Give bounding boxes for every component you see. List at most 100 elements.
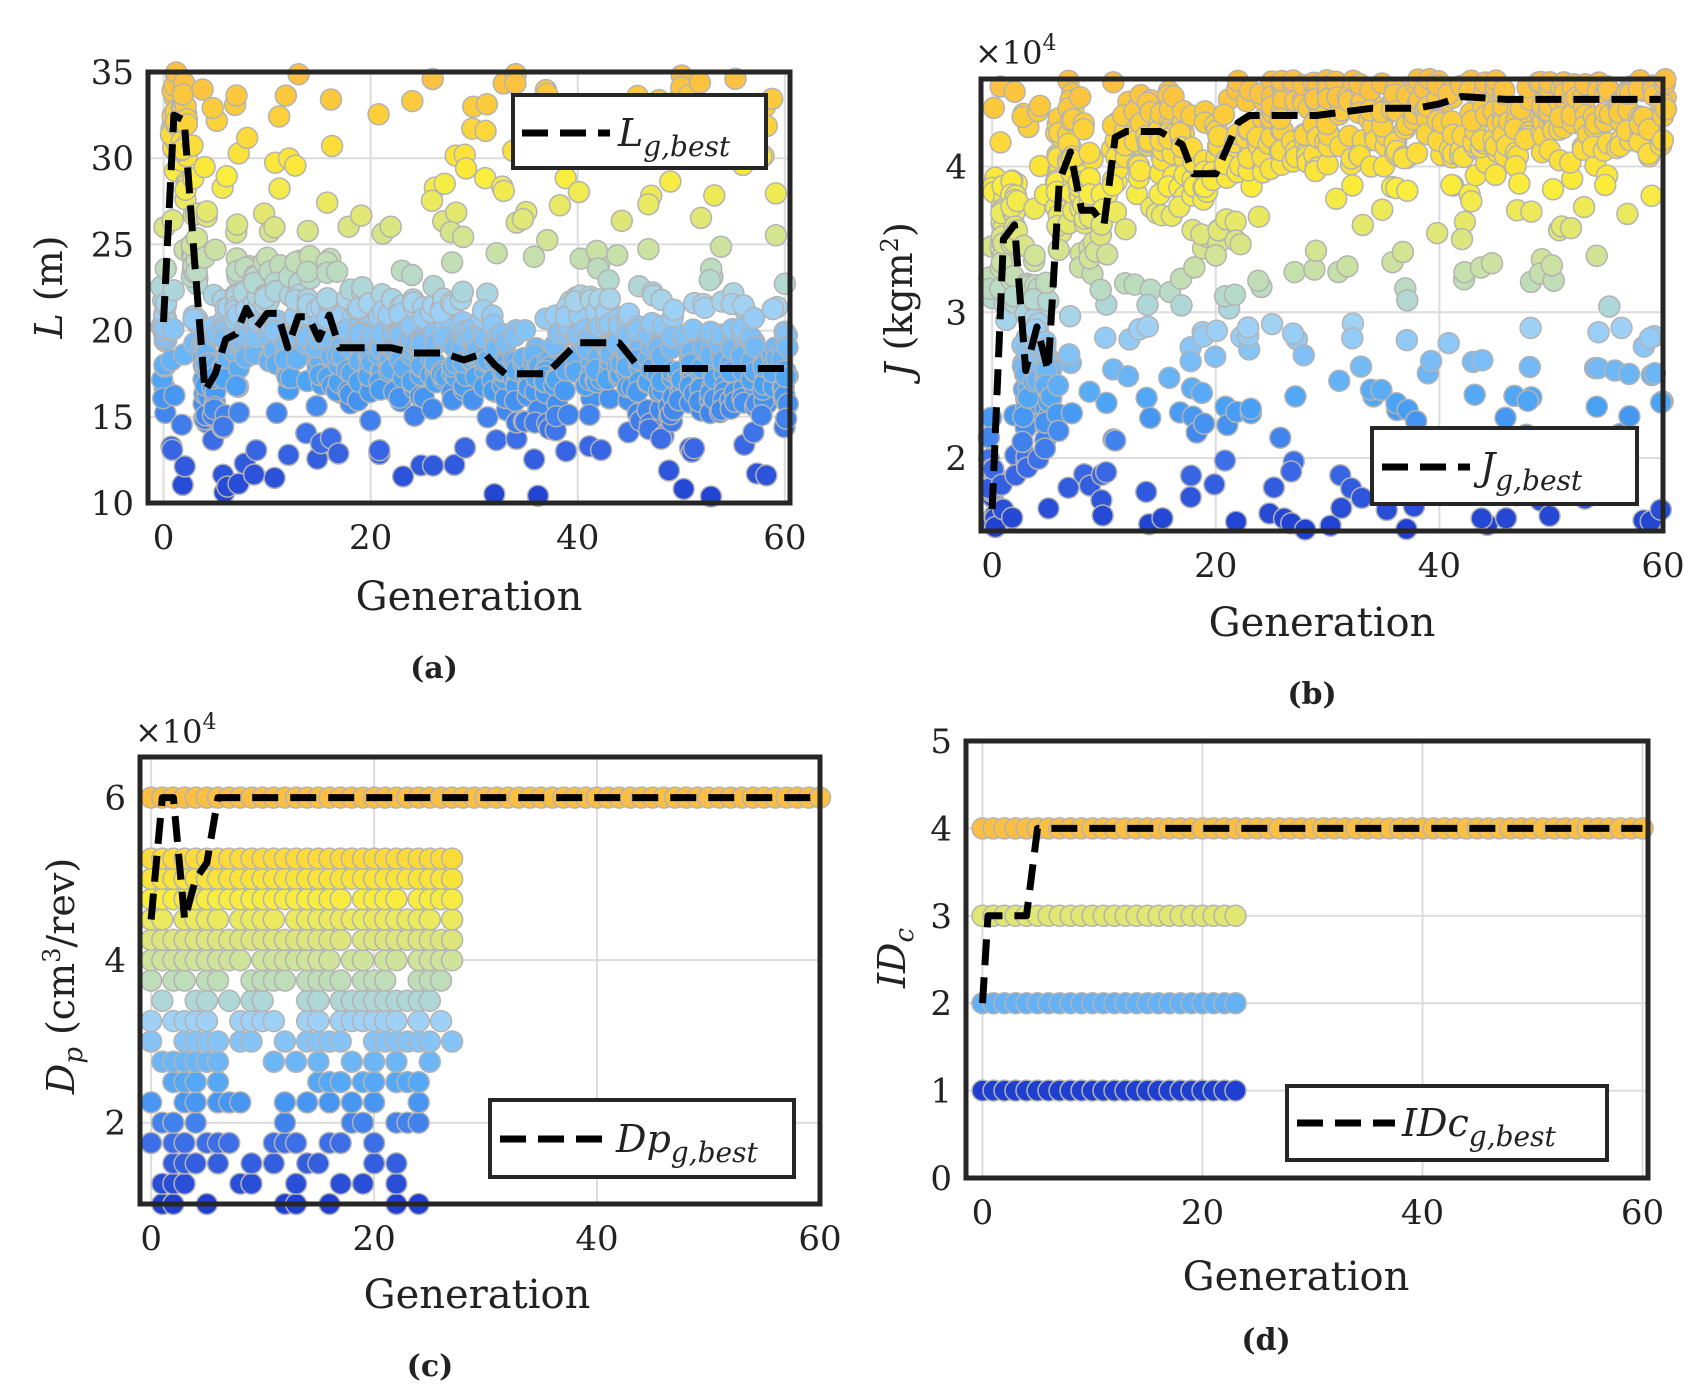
panel-a-point <box>659 170 682 193</box>
panel-a-point <box>492 179 516 203</box>
panel-c-point <box>273 1091 297 1114</box>
panel-c-point <box>195 989 219 1013</box>
panel-c-legend-label: Dpg,best <box>615 1117 758 1169</box>
panel-c-point <box>262 1050 286 1074</box>
panel-b-point <box>1494 507 1518 530</box>
panel-c-point <box>206 908 230 931</box>
panel-c-point <box>273 969 297 992</box>
panel-c-xticks: 0 20 40 60 <box>140 1219 841 1259</box>
panel-a-point <box>349 204 373 227</box>
panel-c-xtick-label: 60 <box>798 1219 841 1259</box>
panel-b-point <box>1247 269 1270 293</box>
panel-c-point <box>329 969 352 992</box>
panel-a-point <box>327 442 350 465</box>
panel-c-point <box>351 1172 375 1195</box>
panel-a-point <box>420 189 444 212</box>
panel-c-point <box>284 1131 308 1155</box>
panel-b-point <box>1349 355 1373 378</box>
panel-c-point <box>195 1009 219 1033</box>
panel-b-point <box>1000 506 1024 529</box>
panel-c-point <box>351 1111 375 1134</box>
panel-c-point <box>173 969 196 992</box>
panel-c-point <box>318 948 341 972</box>
panel-b-point <box>1179 349 1202 373</box>
panel-b-point <box>1520 200 1543 223</box>
panel-c-xtick-label: 20 <box>352 1219 395 1259</box>
panel-a-point <box>433 172 456 195</box>
panel-b-point <box>1351 213 1375 237</box>
panel-a-point <box>367 103 390 126</box>
panel-c-point <box>229 1091 252 1114</box>
panel-c-point <box>407 1009 430 1033</box>
panel-b-legend-label: Jg,best <box>1473 445 1583 497</box>
panel-a-point <box>637 192 660 216</box>
panel-a-point <box>242 463 266 486</box>
panel-a-point <box>163 384 186 407</box>
panel-c-point <box>340 1091 364 1114</box>
panel-b-point <box>1205 319 1229 343</box>
panel-b-point <box>1330 496 1353 520</box>
panel-a-ytick-label: 15 <box>91 398 134 438</box>
panel-a-point <box>245 438 268 462</box>
panel-b-point <box>1585 395 1609 418</box>
panel-c-exponent: ×104 <box>135 710 217 751</box>
panel-c-point <box>440 1030 464 1053</box>
panel-c-point <box>240 1172 263 1195</box>
panel-b-point <box>1396 179 1419 203</box>
panel-c-point <box>307 1152 330 1175</box>
panel-a-point <box>504 72 527 95</box>
panel-b-point <box>1585 244 1608 268</box>
panel-a-point <box>173 455 197 478</box>
panel-c-point <box>362 1091 386 1114</box>
panel-d-xtick-label: 0 <box>972 1193 994 1233</box>
panel-b-point <box>1138 406 1162 430</box>
panel-d-ylabel: IDc <box>870 928 920 989</box>
panel-a-point <box>379 215 402 238</box>
panel-b-point <box>1028 94 1052 118</box>
panel-c-point <box>407 1091 430 1114</box>
panel-a-point <box>195 200 219 223</box>
panel-c-scatter <box>139 786 832 1216</box>
panel-d-point <box>1224 904 1247 928</box>
panel-a-point <box>162 317 185 341</box>
panel-c-point <box>151 989 174 1013</box>
panel-a-point <box>649 427 673 451</box>
panel-a-xtick-label: 0 <box>153 518 175 558</box>
panel-a-ytick-label: 20 <box>91 312 134 352</box>
panel-b-point <box>1540 254 1564 277</box>
panel-b-point <box>1224 210 1247 234</box>
panel-b-point <box>1012 405 1035 429</box>
panel-b-point <box>1047 419 1070 443</box>
panel-b-point <box>1336 255 1359 278</box>
panel-a-point <box>451 280 475 304</box>
panel-d-xticks: 0 20 40 60 <box>972 1193 1664 1233</box>
panel-a-point <box>263 216 286 239</box>
panel-c-point <box>284 1172 308 1195</box>
panel-c-point <box>206 1070 230 1094</box>
panel-a-point <box>513 318 537 342</box>
panel-b-point <box>1350 486 1373 510</box>
panel-c-point <box>329 1172 352 1195</box>
panel-c-point <box>229 948 252 972</box>
panel-a-point <box>764 182 788 205</box>
panel-c-ytick-label: 2 <box>104 1104 126 1144</box>
panel-b-point <box>1419 349 1443 373</box>
panel-a-point <box>319 88 343 111</box>
panel-a-point <box>454 157 478 180</box>
panel-a-point <box>296 260 319 283</box>
panel-a-point <box>171 473 194 497</box>
panel-b-point <box>1450 227 1474 251</box>
panel-a-point <box>401 89 424 113</box>
panel-c-point <box>385 1172 408 1195</box>
panel-b-point <box>1183 256 1206 279</box>
panel-a-point <box>316 286 339 310</box>
panel-c-point <box>440 887 464 911</box>
panel-d-ytick-label: 4 <box>930 809 952 849</box>
panel-c-ytick-label: 6 <box>104 779 126 819</box>
panel-a-ylabel-var: L <box>27 313 71 339</box>
panel-b-point <box>1279 460 1303 483</box>
panel-b-point <box>1484 163 1507 187</box>
panel-c-point <box>206 1152 230 1175</box>
panel-b-point <box>1116 365 1140 388</box>
